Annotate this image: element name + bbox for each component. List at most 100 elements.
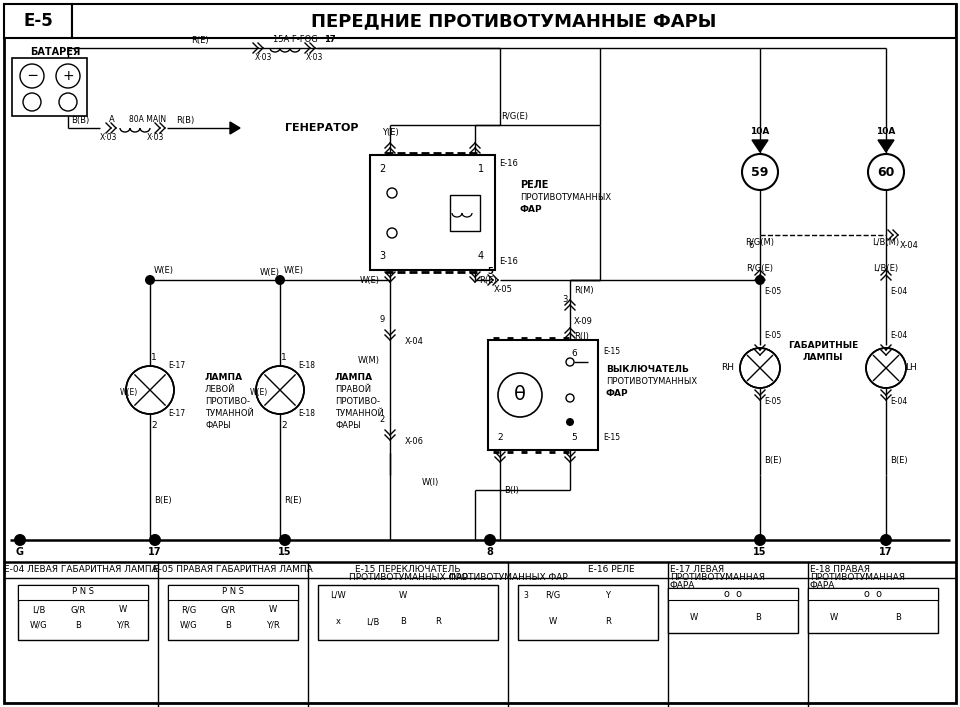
Text: ПРОТИВОТУМАННАЯ: ПРОТИВОТУМАННАЯ [810,573,905,583]
Text: B(I): B(I) [504,486,518,494]
Text: ФАРЫ: ФАРЫ [335,421,361,431]
Text: o  o: o o [864,589,882,599]
Circle shape [126,366,174,414]
Text: B: B [75,621,81,629]
Text: Е-05: Е-05 [764,332,781,341]
Circle shape [56,64,80,88]
Text: ПРОТИВОТУМАННЫХ ФАР: ПРОТИВОТУМАННЫХ ФАР [348,573,468,583]
Text: ФАРА: ФАРА [810,581,835,590]
Bar [318,585,498,640]
Text: 2: 2 [281,421,287,429]
Text: Е-18 ПРАВАЯ: Е-18 ПРАВАЯ [810,566,870,575]
Text: 10A: 10A [751,127,770,136]
Text: 6: 6 [571,349,577,358]
Text: L/B: L/B [33,605,46,614]
Text: X-06: X-06 [405,438,424,447]
Text: B(E): B(E) [154,496,172,505]
Text: Е-16 РЕЛЕ: Е-16 РЕЛЕ [588,566,635,575]
Text: Е-17: Е-17 [168,361,185,370]
Text: Е-04: Е-04 [890,288,907,296]
Text: W(I): W(I) [421,479,439,488]
Text: θ: θ [514,385,526,404]
Circle shape [145,275,155,285]
Bar [72,4,956,38]
Text: ПРАВОЙ: ПРАВОЙ [335,385,372,395]
Text: Е-18: Е-18 [298,409,315,419]
Text: ПРОТИВОТУМАННАЯ: ПРОТИВОТУМАННАЯ [670,573,765,583]
Bar [488,340,598,450]
Text: R(E): R(E) [191,35,209,45]
Text: R/G(M): R/G(M) [746,238,775,247]
Text: R: R [605,617,611,626]
Bar [450,195,480,231]
Bar [370,155,495,270]
Text: ─: ─ [28,69,36,83]
Text: 15: 15 [278,547,292,557]
Bar [168,585,298,600]
Text: 2: 2 [151,421,156,429]
Text: ПРОТИВОТУМАННЫХ: ПРОТИВОТУМАННЫХ [520,192,612,201]
Circle shape [23,93,41,111]
Text: W(E): W(E) [120,387,138,397]
Bar [518,585,658,640]
Circle shape [754,534,766,546]
Bar [4,4,72,38]
Text: W(E): W(E) [250,387,268,397]
Text: L/B(E): L/B(E) [874,264,899,272]
Text: ТУМАННОЙ: ТУМАННОЙ [205,409,253,419]
Text: B(E): B(E) [890,455,907,464]
Text: R: R [435,617,441,626]
Text: ЛАМПА: ЛАМПА [335,373,373,382]
Text: ЛАМПЫ: ЛАМПЫ [803,353,843,361]
Circle shape [387,188,397,198]
Text: L/B(M): L/B(M) [873,238,900,247]
Text: БАТАРЕЯ: БАТАРЕЯ [30,47,81,57]
Text: Y/R: Y/R [116,621,130,629]
Text: W(E): W(E) [260,267,280,276]
Text: R(I): R(I) [574,332,588,341]
Text: 10A: 10A [876,127,896,136]
Text: ПРОТИВОТУМАННЫХ ФАР: ПРОТИВОТУМАННЫХ ФАР [448,573,567,583]
Text: G: G [16,547,24,557]
Text: ПРОТИВО-: ПРОТИВО- [335,397,380,407]
Text: Y(E): Y(E) [382,127,398,136]
Text: R(M): R(M) [574,286,593,295]
Text: W: W [690,612,698,621]
Text: W(E): W(E) [154,266,174,274]
Text: X-04: X-04 [405,337,424,346]
Text: B: B [400,617,406,626]
Text: W(M): W(M) [358,356,380,365]
Text: 1: 1 [478,164,484,174]
Text: R/G(E): R/G(E) [501,112,529,120]
Circle shape [275,275,285,285]
Bar [668,588,798,600]
Text: R/G: R/G [181,605,197,614]
Text: 15: 15 [754,547,767,557]
Circle shape [484,534,496,546]
Text: ФАР: ФАР [606,390,629,399]
Text: 1: 1 [281,354,287,363]
Text: ПРОТИВО-: ПРОТИВО- [205,397,250,407]
Text: +: + [62,69,74,83]
Text: ЛАМПА: ЛАМПА [205,373,243,382]
Text: 59: 59 [752,165,769,178]
Polygon shape [878,140,894,152]
Text: LH: LH [905,363,917,373]
Text: Е-15: Е-15 [603,348,620,356]
Text: Е-05: Е-05 [764,288,781,296]
Circle shape [866,348,906,388]
Text: o  o: o o [724,589,742,599]
Text: B(E): B(E) [764,455,781,464]
Text: W: W [398,590,407,600]
Circle shape [880,534,892,546]
Text: Е-04: Е-04 [890,397,907,407]
Text: 80A MAIN: 80A MAIN [130,115,167,124]
Circle shape [498,373,542,417]
Circle shape [149,534,161,546]
Text: X·03: X·03 [146,134,164,143]
Circle shape [755,275,765,285]
Text: Е-04 ЛЕВАЯ ГАБАРИТНАЯ ЛАМПА: Е-04 ЛЕВАЯ ГАБАРИТНАЯ ЛАМПА [4,566,157,575]
Text: W: W [829,612,838,621]
Text: 6: 6 [749,240,754,250]
Text: B: B [756,612,761,621]
